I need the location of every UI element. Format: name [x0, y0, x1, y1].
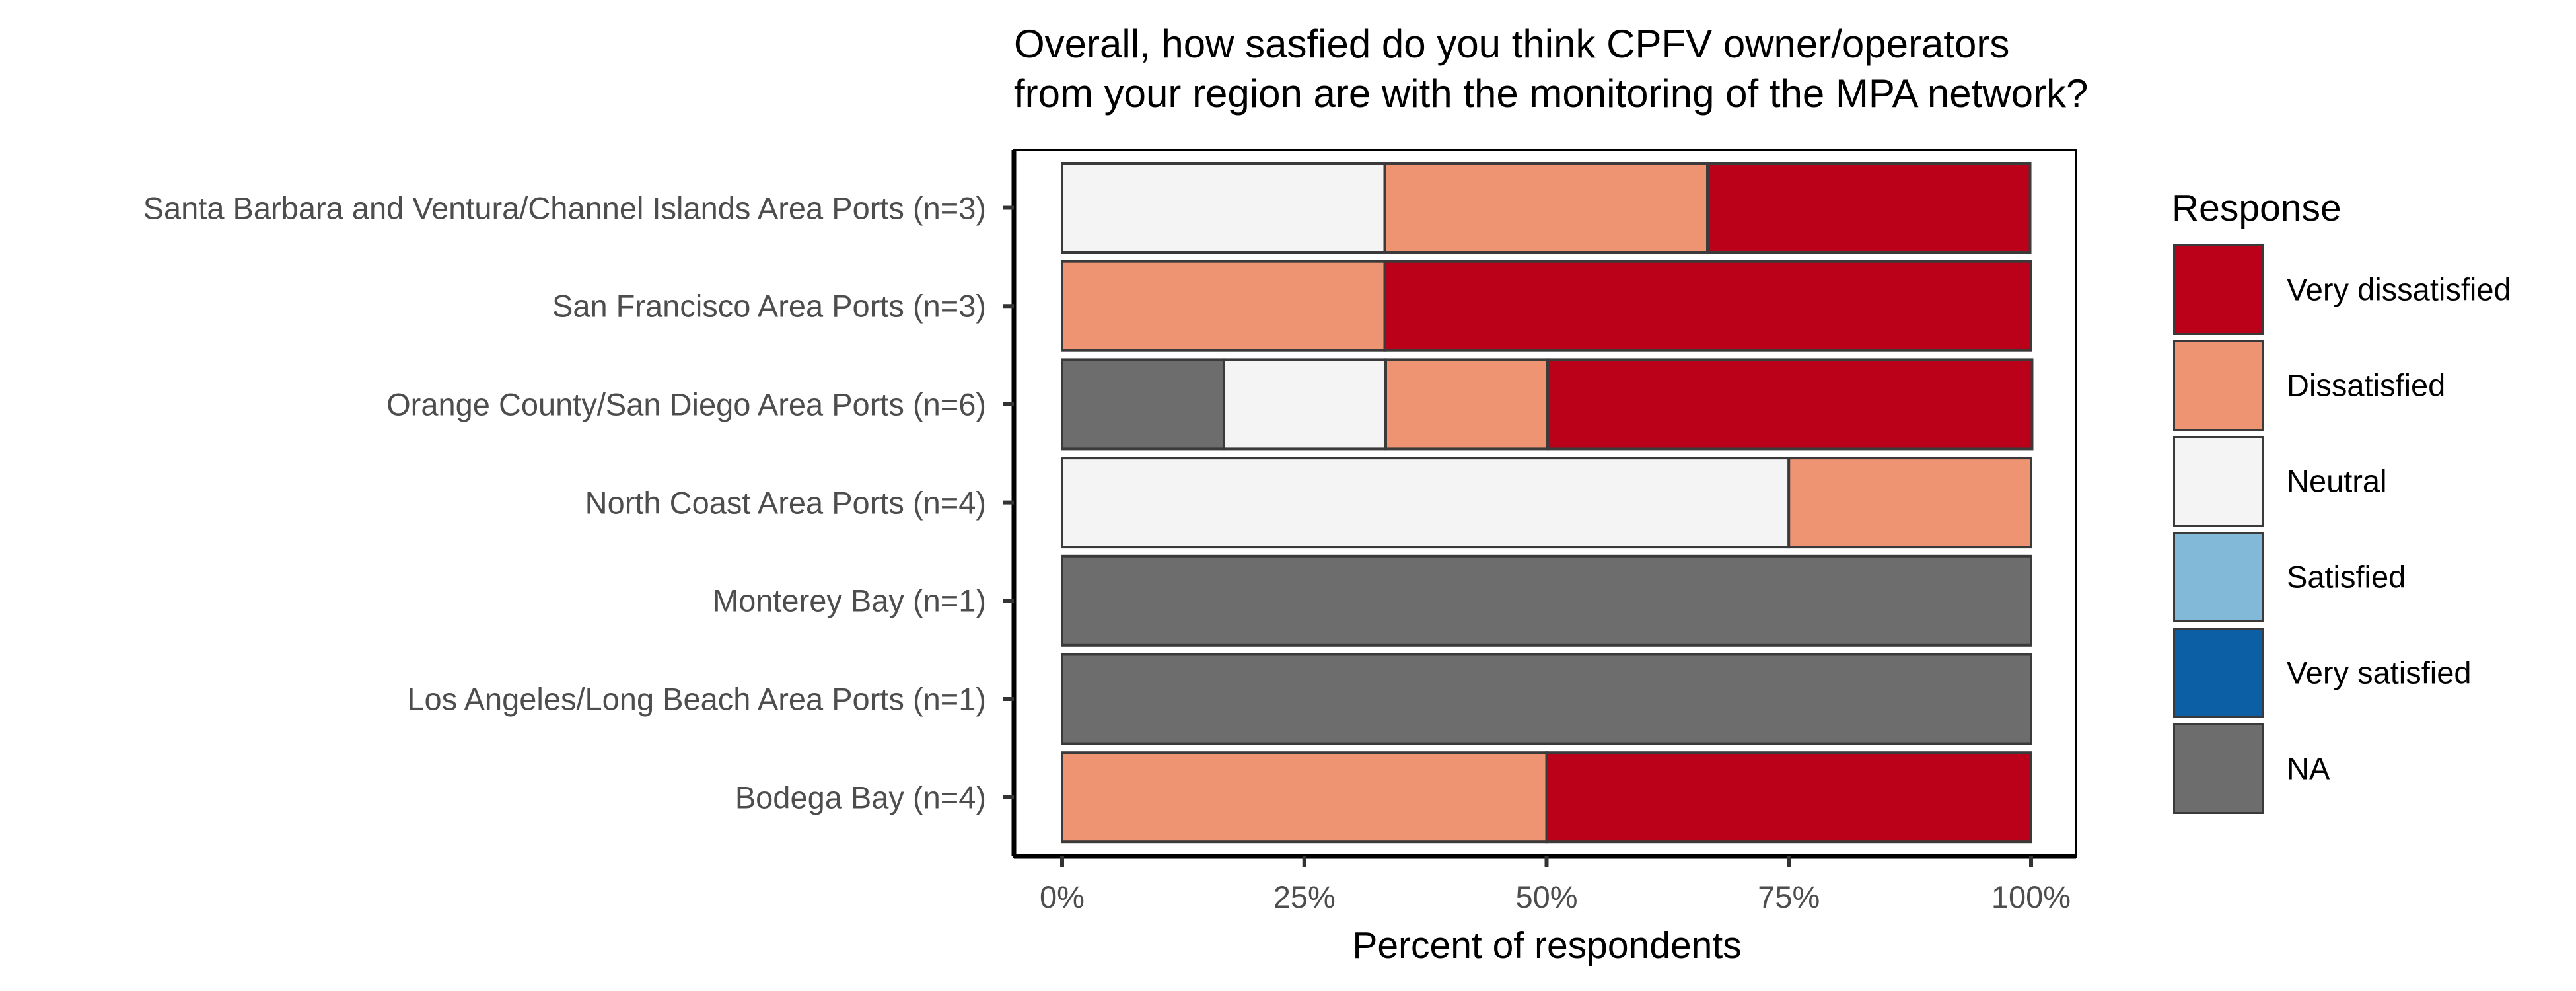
- bar-segment: [1061, 358, 1225, 451]
- legend-label: Very satisfied: [2287, 655, 2472, 690]
- legend-key-swatch: [2173, 436, 2264, 527]
- category-label: Los Angeles/Long Beach Area Ports (n=1): [407, 681, 986, 717]
- legend-label: NA: [2287, 751, 2330, 786]
- legend-key-swatch: [2173, 244, 2264, 335]
- legend-key-swatch: [2173, 723, 2264, 814]
- category-label: San Francisco Area Ports (n=3): [552, 288, 986, 324]
- bar-segment: [1546, 358, 2034, 451]
- x-tick-label: 75%: [1758, 879, 1820, 914]
- bar-segment: [1061, 554, 2032, 647]
- bar-segment: [1787, 457, 2032, 549]
- legend-label: Very dissatisfied: [2287, 272, 2511, 307]
- bar-segment: [1384, 358, 1549, 451]
- legend-key-swatch: [2173, 340, 2264, 431]
- x-tick-label: 100%: [1991, 879, 2071, 914]
- chart-title-line-2: from your region are with the monitoring…: [1014, 71, 2089, 116]
- category-label: Santa Barbara and Ventura/Channel Island…: [143, 190, 986, 225]
- ticks-layer: [1003, 205, 2033, 867]
- category-label: Orange County/San Diego Area Ports (n=6): [386, 386, 986, 422]
- legend-key-swatch: [2173, 628, 2264, 718]
- category-label: North Coast Area Ports (n=4): [585, 485, 986, 521]
- bars-layer: [1061, 162, 2034, 844]
- bar-segment: [1061, 260, 1386, 352]
- bar-segment: [1061, 653, 2032, 745]
- bar-segment: [1061, 162, 1386, 254]
- x-tick-label: 50%: [1515, 879, 1578, 914]
- category-label: Bodega Bay (n=4): [734, 780, 986, 815]
- legend-key-swatch: [2173, 532, 2264, 622]
- bar-segment: [1222, 358, 1387, 451]
- legend-label: Neutral: [2287, 463, 2387, 499]
- bar-segment: [1383, 260, 2032, 352]
- category-label: Monterey Bay (n=1): [712, 583, 986, 618]
- chart-title-line-1: Overall, how sasfied do you think CPFV o…: [1014, 22, 2010, 66]
- bar-segment: [1545, 751, 2032, 844]
- bar-segment: [1061, 457, 1791, 549]
- x-axis-label: Percent of respondents: [1352, 924, 1742, 967]
- bar-segment: [1061, 751, 1548, 844]
- bar-segment: [1706, 162, 2032, 254]
- legend-label: Dissatisfied: [2287, 367, 2446, 403]
- x-tick-label: 25%: [1273, 879, 1336, 914]
- bar-segment: [1383, 162, 1709, 254]
- legend-label: Satisfied: [2287, 559, 2406, 595]
- legend-title: Response: [2172, 187, 2342, 229]
- x-tick-label: 0%: [1040, 879, 1085, 914]
